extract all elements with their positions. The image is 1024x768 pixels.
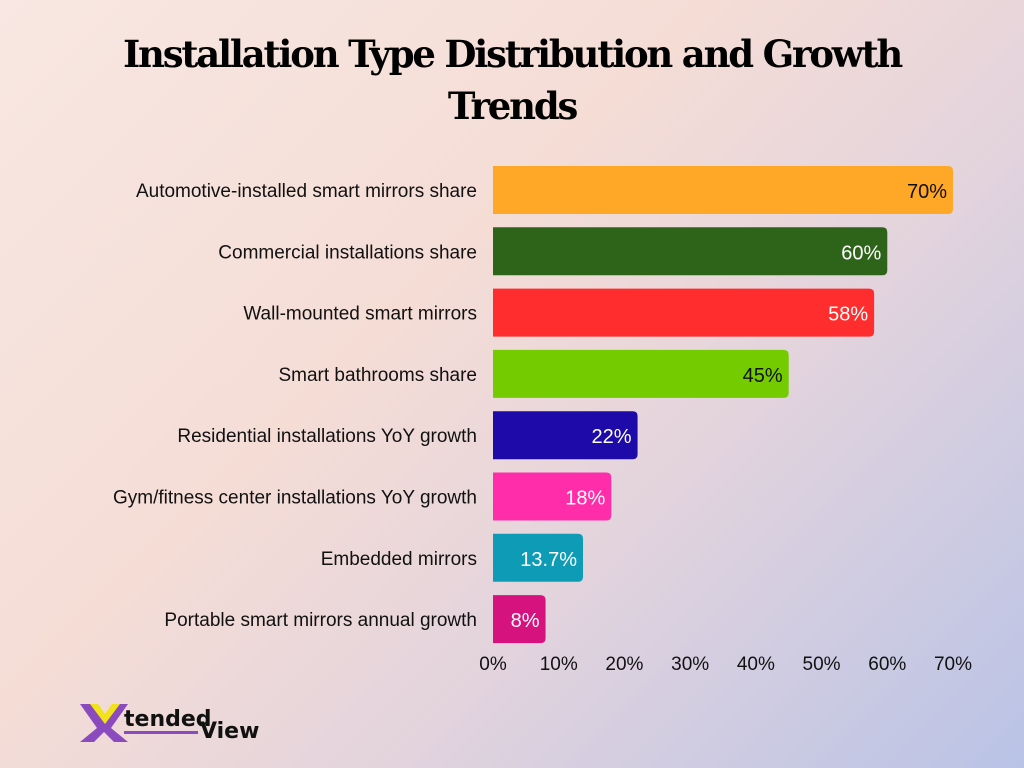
category-label: Automotive-installed smart mirrors share <box>136 181 477 202</box>
x-tick-label: 20% <box>605 654 643 675</box>
svg-text:tended: tended <box>124 707 212 732</box>
xtendedview-logo: tended View <box>80 704 259 744</box>
category-label: Embedded mirrors <box>321 549 477 570</box>
x-tick-label: 60% <box>868 654 906 675</box>
bar <box>493 411 638 460</box>
category-label: Gym/fitness center installations YoY gro… <box>113 488 477 509</box>
x-tick-label: 50% <box>803 654 841 675</box>
svg-text:View: View <box>200 719 259 744</box>
data-label: 22% <box>592 426 632 448</box>
category-label: Commercial installations share <box>218 242 477 263</box>
data-label: 18% <box>565 488 605 510</box>
category-label: Wall-mounted smart mirrors <box>243 304 477 325</box>
data-label: 70% <box>907 181 947 203</box>
data-label: 45% <box>743 365 783 387</box>
x-tick-label: 10% <box>540 654 578 675</box>
x-tick-label: 30% <box>671 654 709 675</box>
category-label: Residential installations YoY growth <box>177 426 477 447</box>
category-label: Portable smart mirrors annual growth <box>164 610 477 631</box>
data-label: 60% <box>841 242 881 264</box>
x-tick-label: 40% <box>737 654 775 675</box>
bar <box>493 595 546 644</box>
bar <box>493 166 953 214</box>
data-label: 8% <box>511 610 540 632</box>
bar <box>493 472 612 521</box>
x-tick-label: 0% <box>479 654 507 675</box>
bar <box>493 533 584 582</box>
bar <box>493 349 789 398</box>
chart-title: Installation Type Distribution and Growt… <box>122 32 903 128</box>
bar <box>493 288 875 337</box>
x-tick-label: 70% <box>934 654 972 675</box>
bar <box>493 227 888 276</box>
data-label: 13.7% <box>520 549 577 571</box>
category-label: Smart bathrooms share <box>278 365 477 386</box>
data-label: 58% <box>828 304 868 326</box>
